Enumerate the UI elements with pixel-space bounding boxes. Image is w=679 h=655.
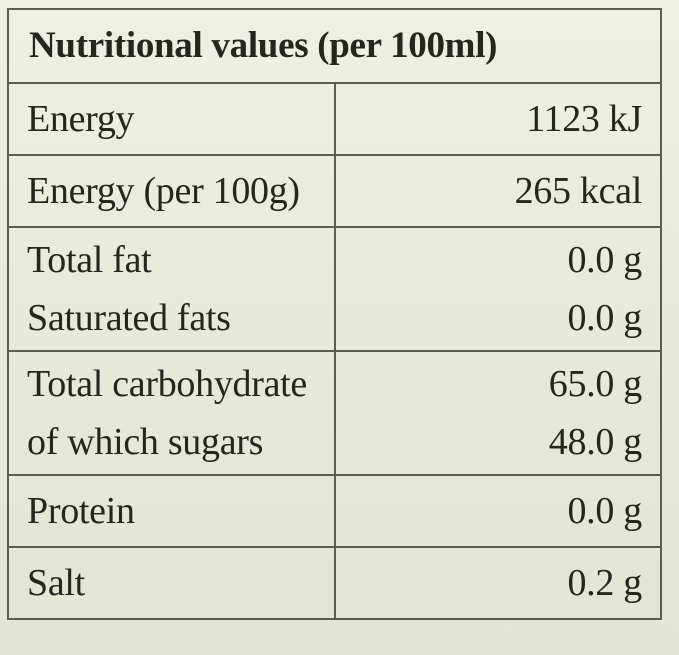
table-row: Salt 0.2 g	[7, 546, 662, 620]
nutrient-value-protein: 0.0 g	[333, 474, 662, 548]
nutrient-label: Energy (per 100g)	[27, 170, 300, 212]
nutrient-label: Energy	[27, 98, 135, 140]
nutrient-label: Protein	[27, 490, 135, 532]
nutrient-sublabel: of which sugars	[27, 421, 264, 463]
nutrient-amount: 1123 kJ	[526, 98, 642, 140]
nutrient-label: Total carbohydrate	[27, 363, 307, 405]
nutrient-label: Total fat	[27, 239, 152, 281]
nutrient-amount: 265 kcal	[514, 170, 643, 212]
nutrient-name-salt: Salt	[7, 546, 336, 620]
table-row: Total carbohydrate of which sugars 65.0 …	[7, 350, 662, 476]
nutrient-name-energy-kcal: Energy (per 100g)	[7, 154, 336, 228]
table-header-row: Nutritional values (per 100ml)	[7, 8, 662, 84]
nutrient-amount: 0.0 g	[567, 239, 642, 281]
nutrient-label: Salt	[27, 562, 85, 604]
nutrient-value-energy-kcal: 265 kcal	[333, 154, 662, 228]
nutrient-name-protein: Protein	[7, 474, 336, 548]
nutrient-subamount: 48.0 g	[548, 421, 643, 463]
nutrient-amount: 0.0 g	[567, 490, 642, 532]
table-row: Protein 0.0 g	[7, 474, 662, 548]
table-row: Total fat Saturated fats 0.0 g 0.0 g	[7, 226, 662, 352]
nutrient-value-fat: 0.0 g 0.0 g	[333, 226, 662, 352]
nutrition-table: Nutritional values (per 100ml) Energy 11…	[7, 8, 662, 620]
nutrient-name-carbohydrate: Total carbohydrate of which sugars	[7, 350, 336, 476]
table-row: Energy (per 100g) 265 kcal	[7, 154, 662, 228]
nutrient-value-energy: 1123 kJ	[333, 82, 662, 156]
nutrient-value-carbohydrate: 65.0 g 48.0 g	[333, 350, 662, 476]
nutrient-sublabel: Saturated fats	[27, 297, 231, 339]
nutrient-name-fat: Total fat Saturated fats	[7, 226, 336, 352]
nutrient-name-energy: Energy	[7, 82, 336, 156]
nutrient-amount: 65.0 g	[548, 363, 643, 405]
table-row: Energy 1123 kJ	[7, 82, 662, 156]
table-title: Nutritional values (per 100ml)	[7, 8, 662, 84]
nutrient-subamount: 0.0 g	[567, 297, 642, 339]
nutrient-value-salt: 0.2 g	[333, 546, 662, 620]
nutrient-amount: 0.2 g	[567, 562, 642, 604]
